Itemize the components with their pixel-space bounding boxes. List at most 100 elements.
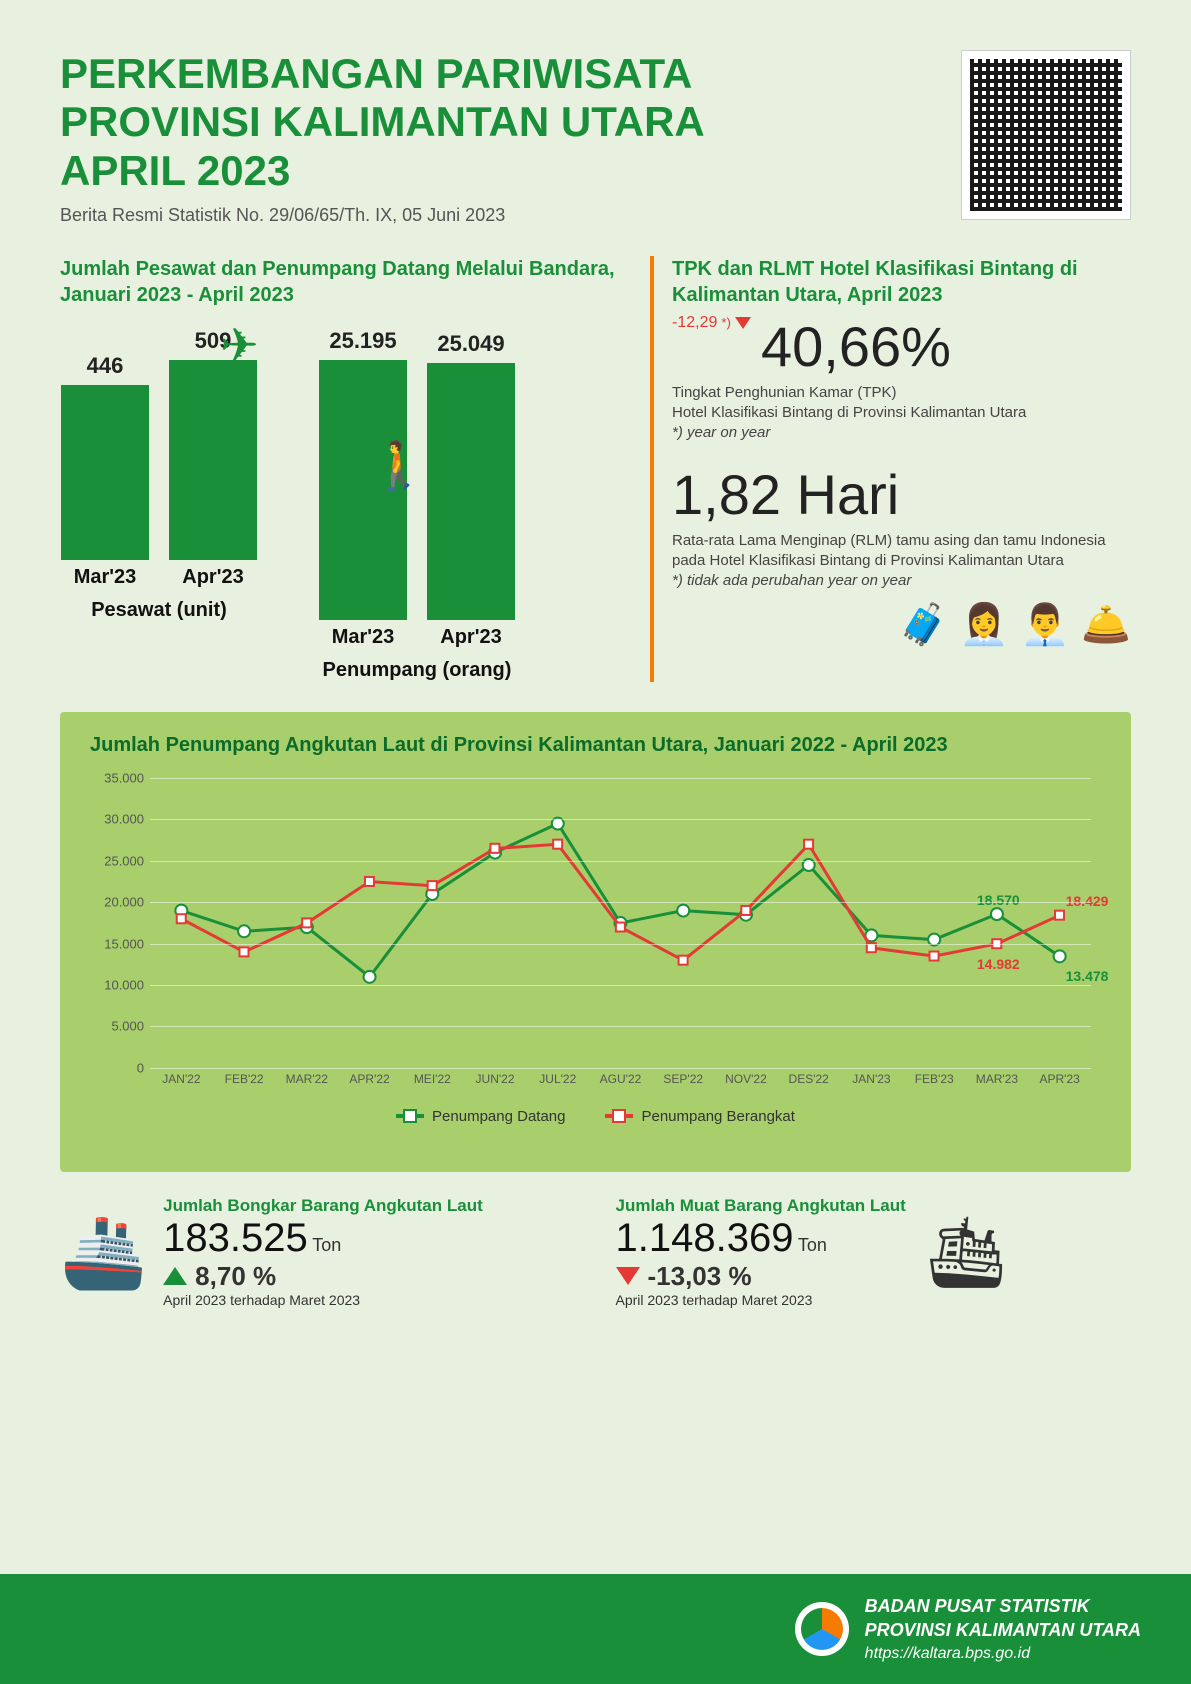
hotel-panel: TPK dan RLMT Hotel Klasifikasi Bintang d… (650, 256, 1131, 682)
cargo-row: 🚢 Jumlah Bongkar Barang Angkutan Laut 18… (0, 1172, 1191, 1308)
x-tick-label: JUN'22 (464, 1072, 527, 1098)
cargo-unload-text: Jumlah Bongkar Barang Angkutan Laut 183.… (163, 1196, 483, 1308)
airplane-icon: ✈ (220, 318, 259, 372)
line-point-label: 14.982 (977, 956, 1020, 972)
line-point-label: 13.478 (1066, 968, 1109, 984)
ship-load-icon: 🛳 (922, 1217, 1011, 1287)
line-marker (1054, 950, 1066, 962)
bar-chart-title: Jumlah Pesawat dan Penumpang Datang Mela… (60, 256, 620, 308)
cargo-unload-value: 183.525 (163, 1216, 308, 1260)
bar-x-label: Mar'23 (74, 566, 137, 589)
x-tick-label: MAR'22 (275, 1072, 338, 1098)
rlm-value: 1,82 Hari (672, 462, 1131, 527)
x-tick-label: APR'23 (1028, 1072, 1091, 1098)
bar-group-caption: Penumpang (orang) (323, 659, 512, 682)
y-tick-label: 20.000 (104, 895, 144, 910)
legend-item: Penumpang Datang (396, 1108, 565, 1125)
header: PERKEMBANGAN PARIWISATA PROVINSI KALIMAN… (0, 0, 1191, 246)
grid-line (150, 861, 1091, 862)
bar-x-label: Apr'23 (182, 566, 243, 589)
footer-prov: PROVINSI KALIMANTAN UTARA (865, 1620, 1141, 1640)
line-marker (302, 918, 311, 927)
hotel-illustration: 🧳 👩‍💼 👨‍💼 🛎️ (672, 601, 1131, 648)
legend-swatch (605, 1114, 633, 1118)
bar-value-label: 446 (87, 353, 124, 379)
page-subtitle: Berita Resmi Statistik No. 29/06/65/Th. … (60, 205, 705, 226)
cargo-load-unit: Ton (798, 1235, 827, 1255)
line-marker (239, 947, 248, 956)
legend-item: Penumpang Berangkat (605, 1108, 794, 1125)
title-line-2: PROVINSI KALIMANTAN UTARA (60, 98, 705, 145)
footer-bar: BADAN PUSAT STATISTIK PROVINSI KALIMANTA… (0, 1574, 1191, 1684)
x-tick-label: MEI'22 (401, 1072, 464, 1098)
y-tick-label: 35.000 (104, 770, 144, 785)
bps-logo-icon (795, 1602, 849, 1656)
x-tick-label: MAR'23 (966, 1072, 1029, 1098)
rlm-desc-text: Rata-rata Lama Menginap (RLM) tamu asing… (672, 532, 1106, 569)
bar-rect (427, 363, 515, 620)
cargo-load: Jumlah Muat Barang Angkutan Laut 1.148.3… (616, 1196, 1132, 1308)
line-chart-y-axis: 05.00010.00015.00020.00025.00030.00035.0… (90, 778, 150, 1068)
bar: 446 Mar'23 (60, 353, 150, 589)
cargo-load-text: Jumlah Muat Barang Angkutan Laut 1.148.3… (616, 1196, 906, 1308)
legend-label: Penumpang Berangkat (641, 1108, 794, 1125)
hotel-panel-title: TPK dan RLMT Hotel Klasifikasi Bintang d… (672, 256, 1131, 308)
line-marker (741, 906, 750, 915)
line-chart-x-axis: JAN'22FEB'22MAR'22APR'22MEI'22JUN'22JUL'… (150, 1072, 1091, 1098)
grid-line (150, 819, 1091, 820)
bar-x-label: Mar'23 (332, 626, 395, 649)
cargo-load-value: 1.148.369 (616, 1216, 794, 1260)
line-marker (991, 908, 1003, 920)
footer-text: BADAN PUSAT STATISTIK PROVINSI KALIMANTA… (865, 1594, 1141, 1665)
cargo-load-change: -13,03 % (616, 1261, 906, 1292)
line-marker (616, 922, 625, 931)
y-tick-label: 25.000 (104, 853, 144, 868)
qr-code[interactable] (961, 50, 1131, 220)
ship-unload-icon: 🚢 (60, 1217, 147, 1287)
x-tick-label: FEB'22 (213, 1072, 276, 1098)
x-tick-label: DES'22 (777, 1072, 840, 1098)
tpk-desc-line-1: Tingkat Penghunian Kamar (TPK) (672, 384, 897, 401)
line-marker (677, 904, 689, 916)
x-tick-label: AGU'22 (589, 1072, 652, 1098)
y-tick-label: 10.000 (104, 978, 144, 993)
line-marker (804, 840, 813, 849)
cargo-unload-title: Jumlah Bongkar Barang Angkutan Laut (163, 1196, 483, 1216)
line-marker (238, 925, 250, 937)
tpk-row: -12,29 *) 40,66% (672, 314, 1131, 379)
x-tick-label: JAN'23 (840, 1072, 903, 1098)
x-tick-label: JUL'22 (526, 1072, 589, 1098)
line-marker (490, 844, 499, 853)
tpk-change-value: -12,29 (672, 314, 717, 332)
bar-x-label: Apr'23 (440, 626, 501, 649)
grid-line (150, 1026, 1091, 1027)
footer-org: BADAN PUSAT STATISTIK (865, 1596, 1090, 1616)
hiker-icon: 🚶 (370, 438, 427, 493)
rlm-description: Rata-rata Lama Menginap (RLM) tamu asing… (672, 531, 1131, 592)
cargo-load-period: April 2023 terhadap Maret 2023 (616, 1292, 906, 1308)
tpk-value: 40,66% (761, 314, 951, 379)
tpk-change: -12,29 *) (672, 314, 751, 332)
cargo-unload: 🚢 Jumlah Bongkar Barang Angkutan Laut 18… (60, 1196, 576, 1308)
line-marker (679, 956, 688, 965)
arrow-down-icon (616, 1267, 640, 1285)
x-tick-label: APR'22 (338, 1072, 401, 1098)
line-marker (177, 914, 186, 923)
bar-group: 446Mar'23509Apr'23Pesawat (unit) (60, 328, 258, 682)
line-chart-area: 05.00010.00015.00020.00025.00030.00035.0… (90, 778, 1101, 1098)
line-marker (553, 840, 562, 849)
line-marker (365, 877, 374, 886)
title-line-1: PERKEMBANGAN PARIWISATA (60, 50, 692, 97)
grid-line (150, 985, 1091, 986)
arrow-down-icon (735, 317, 751, 329)
tpk-desc-line-2: Hotel Klasifikasi Bintang di Provinsi Ka… (672, 404, 1026, 421)
tpk-change-sup: *) (721, 315, 731, 330)
footer-url[interactable]: https://kaltara.bps.go.id (865, 1645, 1030, 1662)
line-chart-panel: Jumlah Penumpang Angkutan Laut di Provin… (60, 712, 1131, 1172)
bar-group-caption: Pesawat (unit) (91, 599, 227, 622)
x-tick-label: JAN'22 (150, 1072, 213, 1098)
line-marker (428, 881, 437, 890)
bar-value-label: 25.049 (437, 331, 504, 357)
line-marker (364, 971, 376, 983)
line-chart-legend: Penumpang Datang Penumpang Berangkat (90, 1108, 1101, 1125)
